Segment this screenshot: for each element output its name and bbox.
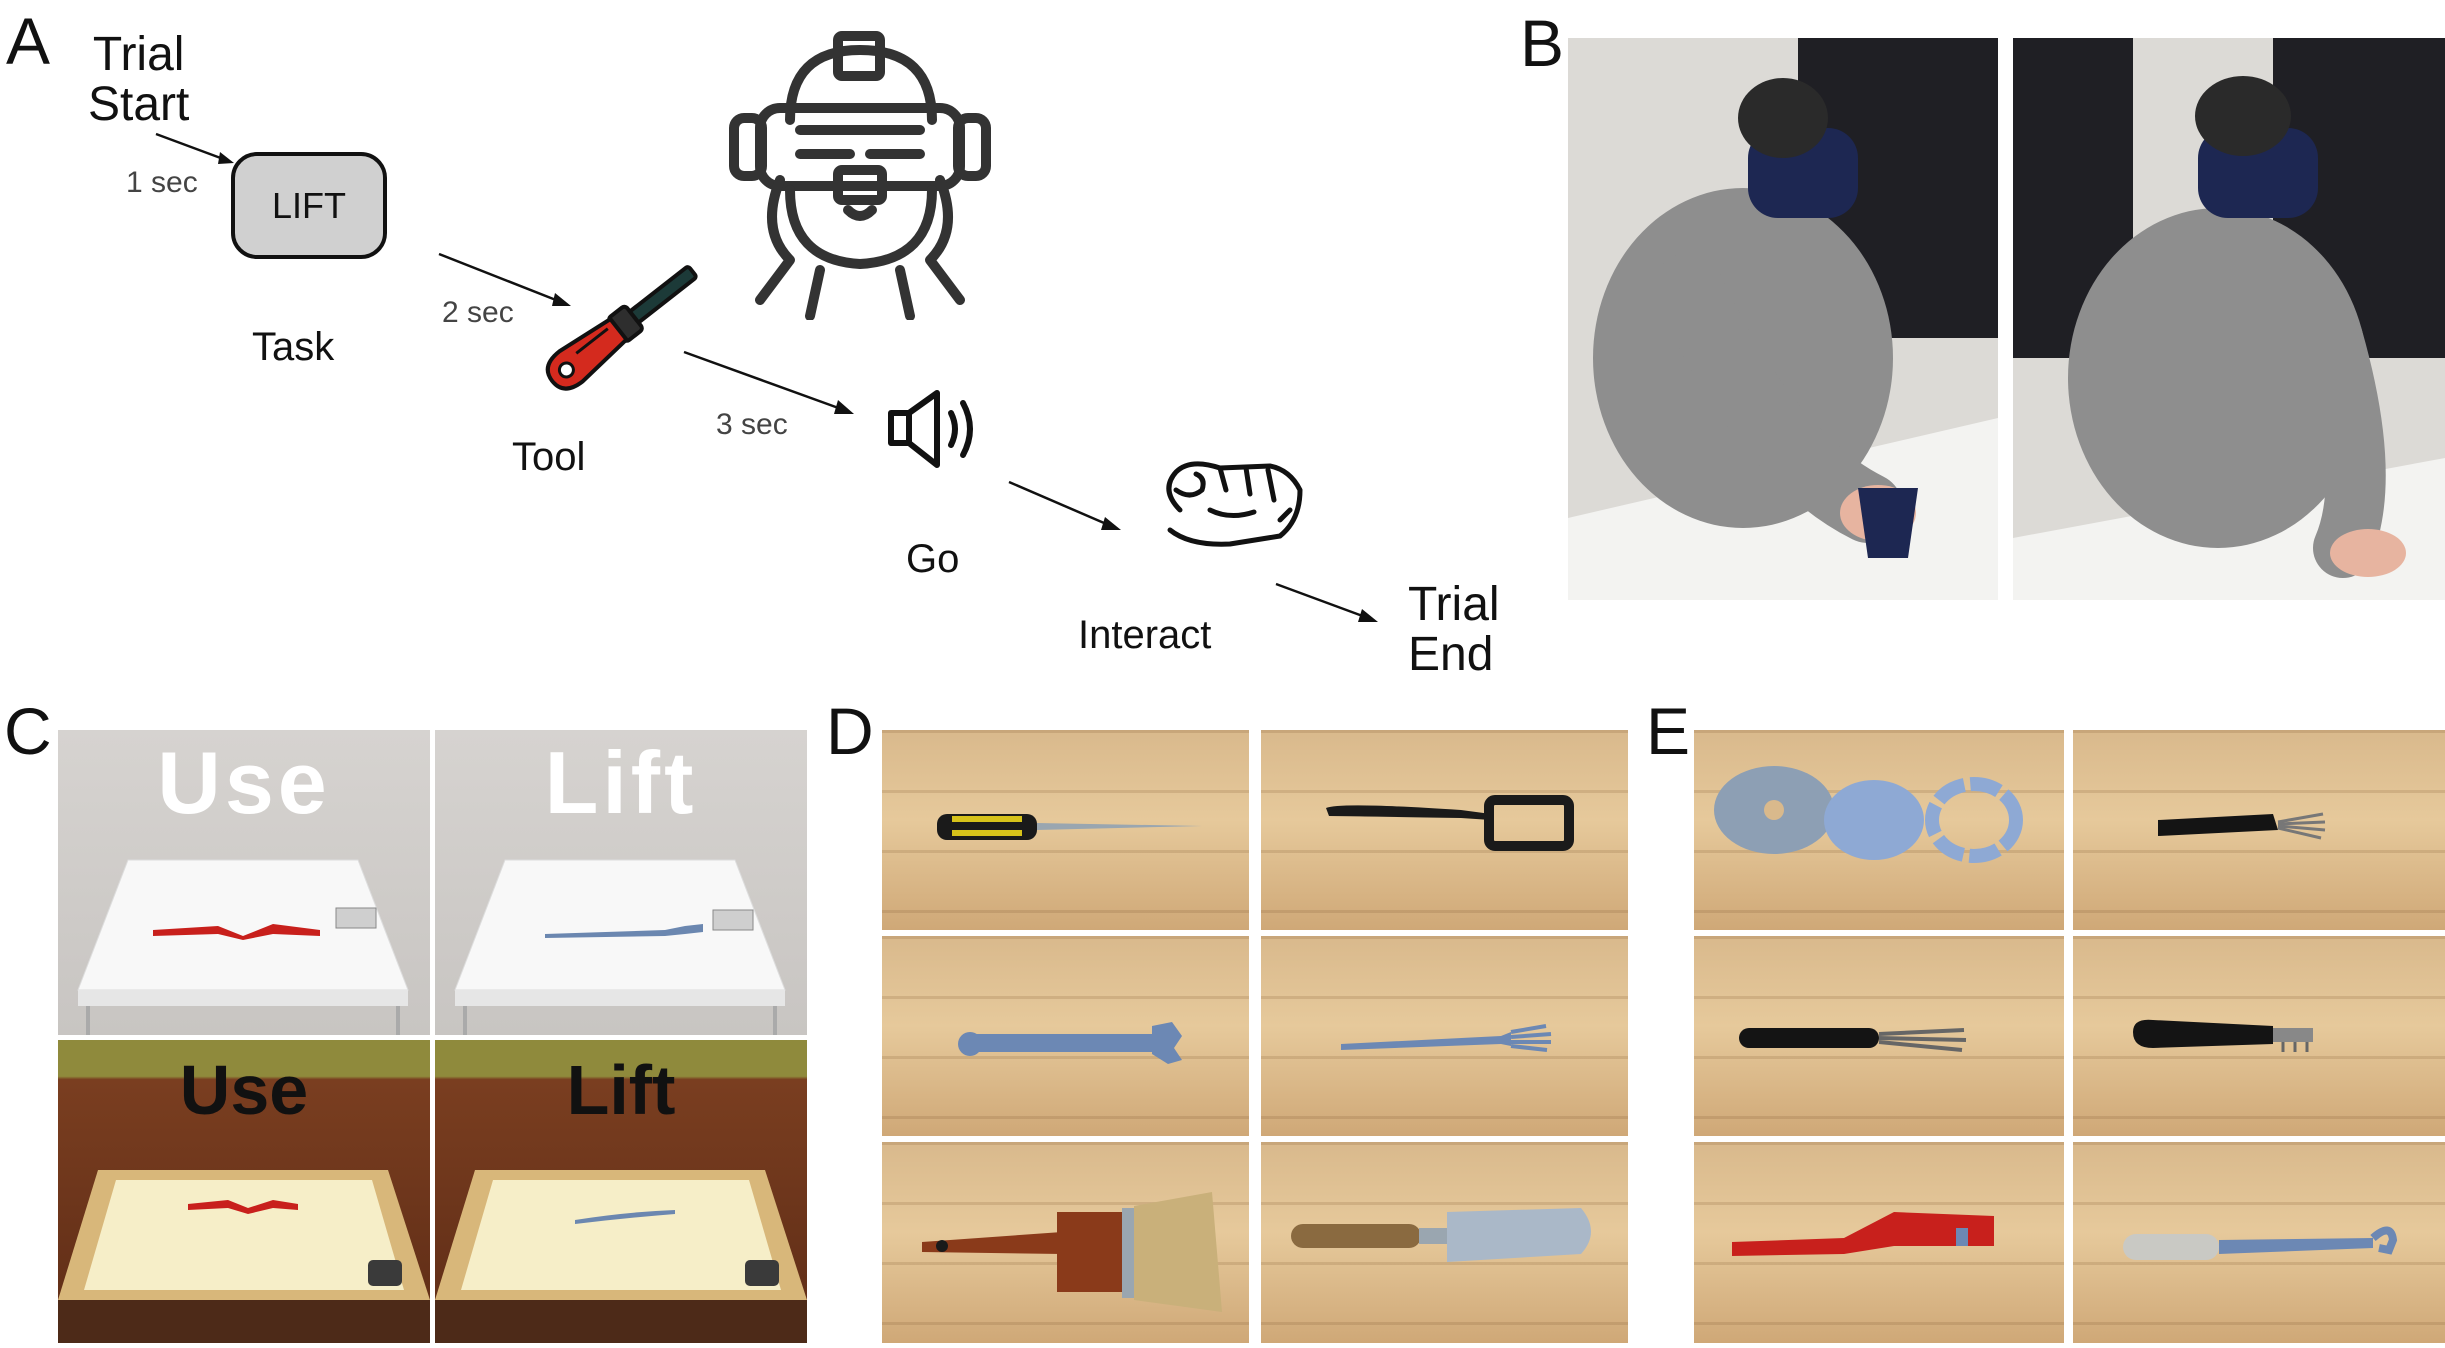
e-black-handle-comb-cell bbox=[2073, 936, 2445, 1136]
d-paintbrush-cell bbox=[882, 1142, 1249, 1343]
d-wrench-cell bbox=[882, 936, 1249, 1136]
tool-label: Tool bbox=[512, 435, 586, 479]
c-deck-use-scene: Use bbox=[58, 1040, 430, 1343]
e-abstract-shapes-cell bbox=[1694, 730, 2064, 930]
screwdriver-icon bbox=[545, 265, 698, 391]
e-red-flat-tool-cell bbox=[1694, 1142, 2064, 1343]
panel-label-e: E bbox=[1646, 694, 1691, 768]
c-lift-word-top: Lift bbox=[544, 733, 698, 832]
duration-1: 1 sec bbox=[126, 166, 198, 199]
panel-label-b: B bbox=[1520, 6, 1565, 80]
vr-headset-person-icon bbox=[729, 31, 991, 320]
c-lift-word-bottom: Lift bbox=[566, 1051, 676, 1129]
d-screwdriver-cell bbox=[882, 730, 1249, 930]
duration-2: 2 sec bbox=[442, 296, 514, 329]
d-fork-cell bbox=[1261, 936, 1628, 1136]
arrow-task-to-tool bbox=[438, 252, 571, 306]
c-use-word-bottom: Use bbox=[179, 1051, 309, 1129]
interact-label: Interact bbox=[1078, 613, 1212, 657]
d-spatula-cell bbox=[1261, 730, 1628, 930]
arrow-interact-to-end bbox=[1275, 582, 1378, 622]
arrow-go-to-interact bbox=[1008, 480, 1121, 530]
duration-3: 3 sec bbox=[716, 408, 788, 441]
grasping-hand-icon bbox=[1166, 461, 1303, 547]
c-lab-lift-scene: Lift bbox=[435, 730, 807, 1035]
speaker-icon bbox=[888, 390, 973, 468]
e-black-handle-brush-cell bbox=[2073, 730, 2445, 930]
trial-end-label: Trial End bbox=[1408, 578, 1500, 682]
panel-label-d: D bbox=[826, 694, 874, 768]
panel-label-c: C bbox=[4, 694, 52, 768]
arrow-tool-to-go bbox=[683, 350, 854, 414]
c-lab-use-scene: Use bbox=[58, 730, 430, 1035]
photo-participant-holding-controller bbox=[1568, 38, 1998, 600]
panel-label-a: A bbox=[6, 4, 51, 78]
e-black-handle-rake-cell bbox=[1694, 936, 2064, 1136]
c-use-word-top: Use bbox=[157, 733, 331, 832]
e-grey-handle-hook-cell bbox=[2073, 1142, 2445, 1343]
arrow-start-to-task bbox=[155, 132, 234, 164]
trial-start-label: Trial Start bbox=[88, 28, 190, 132]
task-label: Task bbox=[252, 325, 335, 369]
task-cue-box: LIFT bbox=[231, 152, 387, 259]
photo-participant-resting-hand bbox=[2013, 38, 2445, 600]
d-trowel-cell bbox=[1261, 1142, 1628, 1343]
go-label: Go bbox=[906, 537, 960, 581]
c-deck-lift-scene: Lift bbox=[435, 1040, 807, 1343]
